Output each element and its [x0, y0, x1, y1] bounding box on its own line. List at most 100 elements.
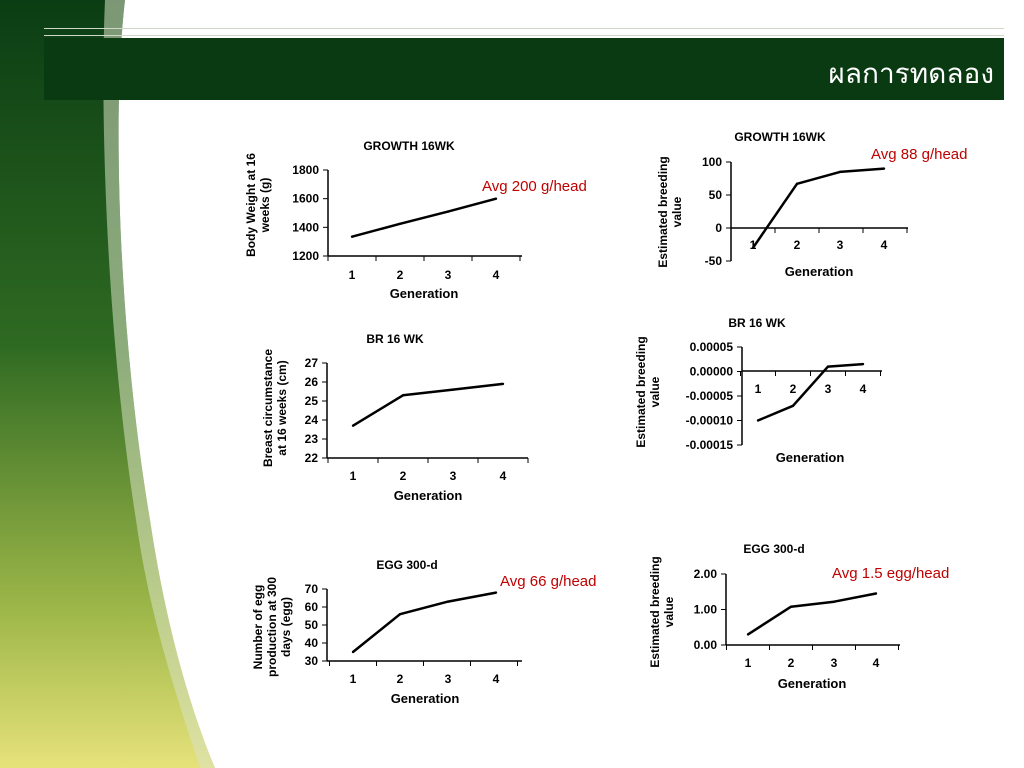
annotation-avg-growth: Avg 200 g/head — [482, 178, 587, 195]
y-tick-label: 24 — [305, 413, 319, 427]
x-tick-label: 1 — [750, 238, 757, 252]
data-point — [350, 235, 354, 238]
x-axis-label: Generation — [394, 488, 463, 503]
y-axis-label: Number of eggproduction at 300days (egg) — [251, 577, 293, 677]
x-axis-label: Generation — [785, 264, 854, 279]
series-line — [351, 197, 497, 238]
data-point — [351, 424, 355, 427]
data-point — [832, 600, 836, 603]
data-point — [351, 650, 355, 654]
data-point — [494, 591, 498, 594]
x-tick-label: 2 — [397, 672, 404, 686]
x-tick-label: 2 — [788, 656, 795, 670]
data-point — [446, 210, 450, 213]
chart-title: EGG 300-d — [743, 542, 804, 556]
y-tick-label: 26 — [305, 375, 319, 389]
x-tick-label: 3 — [825, 382, 832, 396]
x-tick-label: 1 — [349, 268, 356, 282]
x-tick-label: 3 — [450, 469, 457, 483]
y-tick-label: 27 — [305, 356, 319, 370]
data-point — [789, 605, 793, 608]
series-line — [757, 362, 864, 422]
y-tick-label: 0.00000 — [690, 365, 734, 379]
x-tick-label: 2 — [794, 238, 801, 252]
title-rule-lines — [44, 28, 1004, 36]
y-tick-label: 1400 — [292, 220, 319, 234]
x-tick-label: 1 — [745, 656, 752, 670]
data-point — [446, 600, 450, 603]
x-tick-label: 4 — [500, 469, 507, 483]
x-tick-label: 3 — [831, 656, 838, 670]
x-tick-label: 2 — [397, 268, 404, 282]
data-point — [501, 382, 505, 386]
y-tick-label: 70 — [305, 582, 319, 596]
data-point — [451, 388, 455, 391]
series-line — [751, 167, 885, 249]
slide-title: ผลการทดลอง — [828, 58, 994, 89]
data-point — [838, 170, 842, 174]
chart-title: BR 16 WK — [366, 332, 424, 346]
data-point — [882, 167, 886, 170]
y-tick-label: 1800 — [292, 163, 319, 177]
data-point — [398, 613, 402, 616]
annotation-avg-egg: Avg 66 g/head — [500, 573, 597, 590]
data-point — [861, 362, 865, 366]
x-tick-label: 4 — [881, 238, 888, 252]
x-tick-label: 3 — [837, 238, 844, 252]
data-point — [494, 197, 498, 200]
y-tick-label: 50 — [709, 188, 723, 202]
y-axis-label: Body Weight at 16weeks (g) — [244, 153, 272, 257]
x-tick-label: 4 — [493, 672, 500, 686]
y-axis-label: Estimated breedingvalue — [634, 336, 662, 447]
left-green-band — [0, 0, 215, 768]
y-tick-label: 0.00 — [694, 638, 718, 652]
y-tick-label: -50 — [705, 254, 723, 268]
y-axis-label: Estimated breedingvalue — [648, 556, 676, 667]
y-tick-label: 25 — [305, 394, 319, 408]
y-tick-label: 1200 — [292, 249, 319, 263]
y-tick-label: 2.00 — [694, 567, 718, 581]
data-point — [401, 394, 405, 397]
x-tick-label: 1 — [350, 469, 357, 483]
annotation-avg-egg-ebv: Avg 1.5 egg/head — [832, 565, 950, 582]
x-tick-label: 1 — [755, 382, 762, 396]
x-tick-label: 2 — [790, 382, 797, 396]
data-point — [751, 246, 755, 249]
y-tick-label: -0.00015 — [686, 438, 734, 452]
data-point — [826, 365, 830, 368]
y-tick-label: -0.00010 — [686, 414, 734, 428]
data-point — [746, 633, 750, 636]
x-axis-label: Generation — [391, 691, 460, 706]
title-bar — [44, 38, 1004, 100]
y-tick-label: 40 — [305, 636, 319, 650]
annotation-avg-growth-ebv: Avg 88 g/head — [871, 146, 968, 163]
x-tick-label: 4 — [873, 656, 880, 670]
x-tick-label: 1 — [350, 672, 357, 686]
data-point — [756, 419, 760, 422]
series-line — [352, 382, 504, 427]
data-point — [795, 182, 799, 185]
chart-title: BR 16 WK — [728, 316, 786, 330]
y-tick-label: 50 — [305, 618, 319, 632]
y-tick-label: 22 — [305, 451, 319, 465]
series-line — [352, 591, 497, 653]
y-tick-label: 1600 — [292, 192, 319, 206]
chart-title: GROWTH 16WK — [363, 139, 455, 153]
x-axis-label: Generation — [390, 286, 459, 301]
x-tick-label: 4 — [493, 268, 500, 282]
x-tick-label: 3 — [445, 672, 452, 686]
x-tick-label: 4 — [860, 382, 867, 396]
y-tick-label: 30 — [305, 654, 319, 668]
y-tick-label: 1.00 — [694, 603, 718, 617]
x-axis-label: Generation — [776, 450, 845, 465]
x-tick-label: 2 — [400, 469, 407, 483]
y-tick-label: -0.00005 — [686, 389, 734, 403]
series-line — [747, 592, 877, 636]
x-tick-label: 3 — [445, 268, 452, 282]
y-tick-label: 0 — [715, 221, 722, 235]
